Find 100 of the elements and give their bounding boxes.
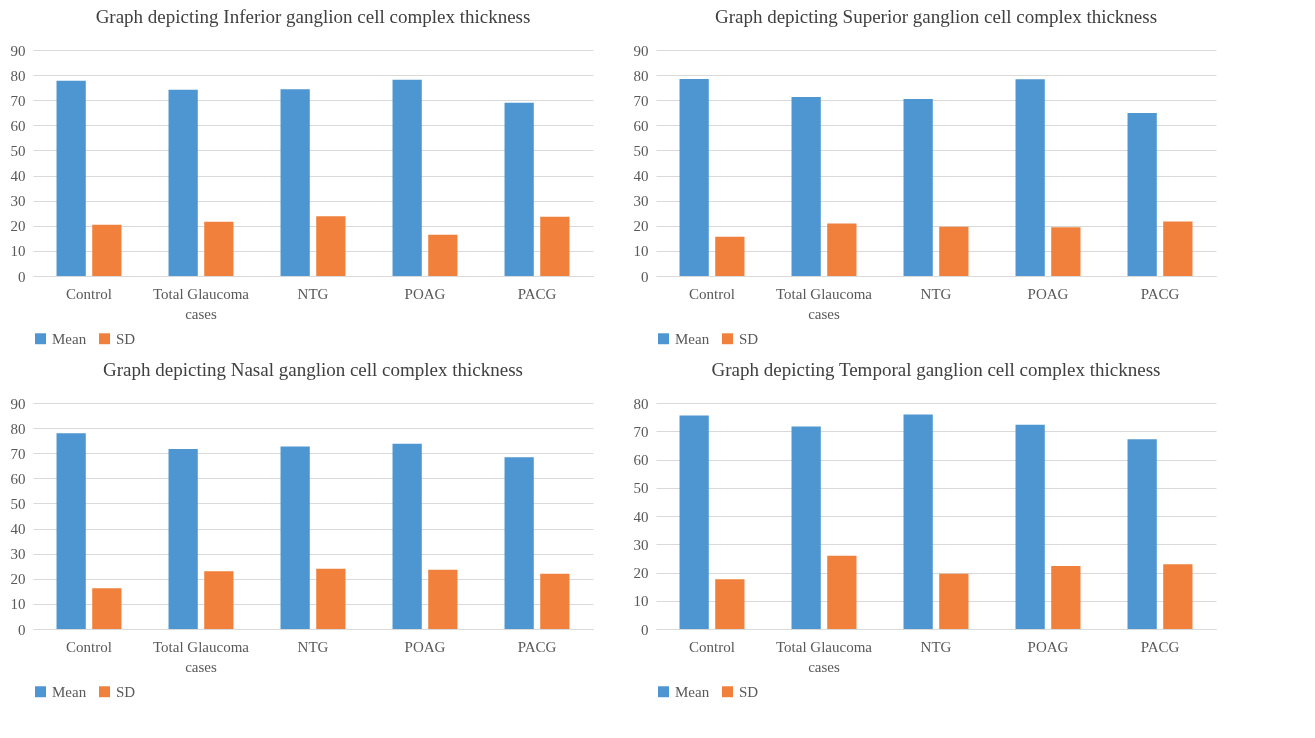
y-tick-label: 70 — [633, 92, 649, 109]
y-tick-label: 30 — [633, 536, 649, 553]
bar — [715, 579, 745, 629]
bar — [504, 457, 534, 629]
y-tick-label: 50 — [633, 142, 649, 159]
x-tick-label: Total Glaucoma cases — [776, 285, 873, 322]
y-tick-label: 10 — [633, 243, 649, 260]
y-tick-label: 0 — [18, 621, 26, 638]
x-tick-label: NTG — [920, 285, 952, 302]
bar — [168, 448, 198, 629]
x-tick-label: PACG — [1140, 285, 1180, 302]
x-tick-label: Control — [66, 638, 112, 655]
y-tick-label: 80 — [10, 67, 26, 84]
y-tick-label: 20 — [633, 565, 649, 581]
legend-label: Mean — [52, 330, 87, 347]
y-tick-label: 20 — [10, 218, 26, 235]
y-tick-label: 90 — [633, 42, 649, 59]
bar — [791, 426, 821, 629]
x-tick-label: PACG — [1140, 638, 1180, 655]
bar — [1127, 439, 1157, 629]
bar — [679, 415, 709, 629]
chart-title: Graph depicting Inferior ganglion cell complex thickness — [95, 6, 531, 27]
bar — [1127, 113, 1157, 276]
bar — [939, 573, 969, 629]
y-tick-label: 50 — [10, 142, 26, 159]
x-tick-label: Total Glaucoma cases — [153, 638, 250, 675]
y-tick-label: 30 — [10, 193, 26, 210]
bar — [168, 89, 198, 276]
y-tick-label: 80 — [633, 67, 649, 84]
x-tick-label: POAG — [1027, 285, 1069, 302]
bar — [280, 446, 310, 629]
chart-title: Graph depicting Temporal ganglion cell complex thickness — [711, 359, 1161, 380]
y-tick-label: 10 — [633, 593, 649, 610]
y-tick-label: 70 — [10, 445, 26, 462]
x-tick-label: Control — [66, 285, 112, 302]
y-tick-label: 70 — [633, 423, 649, 440]
bar — [540, 573, 570, 629]
y-tick-label: 20 — [10, 571, 26, 588]
bar — [827, 555, 857, 629]
y-tick-label: 10 — [10, 243, 26, 260]
bar — [92, 224, 122, 276]
bar — [56, 80, 86, 276]
y-tick-label: 10 — [10, 596, 26, 613]
bar — [1015, 424, 1045, 629]
y-tick-label: 60 — [10, 117, 26, 134]
bar — [504, 102, 534, 276]
chart-title: Graph depicting Superior ganglion cell complex thickness — [714, 6, 1158, 27]
legend-label: Mean — [52, 683, 87, 700]
y-tick-label: 30 — [633, 193, 649, 210]
y-tick-label: 40 — [10, 521, 26, 538]
bar — [1051, 227, 1081, 276]
x-tick-label: POAG — [1027, 638, 1069, 655]
legend-label: SD — [739, 683, 759, 700]
legend-label: Mean — [675, 330, 710, 347]
bar — [1051, 566, 1081, 629]
legend-label: SD — [116, 330, 136, 347]
y-tick-label: 40 — [633, 508, 649, 525]
x-tick-label: NTG — [920, 638, 952, 655]
bar — [1163, 221, 1193, 276]
x-tick-label: PACG — [517, 638, 557, 655]
x-tick-label: PACG — [517, 285, 557, 302]
y-tick-label: 0 — [18, 268, 26, 285]
bar — [540, 216, 570, 276]
bar — [939, 226, 969, 276]
y-tick-label: 60 — [633, 452, 649, 468]
bar — [92, 588, 122, 629]
bar — [1015, 79, 1045, 276]
y-tick-label: 80 — [633, 395, 649, 412]
y-tick-label: 90 — [10, 42, 26, 59]
bar — [428, 569, 458, 629]
legend-label: SD — [116, 683, 136, 700]
x-tick-label: POAG — [404, 638, 446, 655]
y-tick-label: 80 — [10, 420, 26, 437]
y-tick-label: 40 — [10, 168, 26, 185]
bar — [791, 96, 821, 276]
y-tick-label: 70 — [10, 92, 26, 109]
y-tick-label: 20 — [633, 218, 649, 235]
bar — [204, 221, 234, 276]
x-tick-label: POAG — [404, 285, 446, 302]
bar — [903, 98, 933, 276]
legend-label: Mean — [675, 683, 710, 700]
x-tick-label: NTG — [297, 638, 329, 655]
x-tick-label: Total Glaucoma cases — [776, 638, 873, 675]
y-tick-label: 50 — [10, 495, 26, 512]
bar — [392, 79, 422, 276]
y-tick-label: 30 — [10, 546, 26, 563]
y-tick-label: 60 — [10, 470, 26, 487]
y-tick-label: 40 — [633, 168, 649, 185]
bar — [679, 78, 709, 276]
chart-title: Graph depicting Nasal ganglion cell complex thickness — [103, 359, 523, 380]
bar — [1163, 564, 1193, 629]
y-tick-label: 60 — [633, 117, 649, 134]
x-tick-label: Control — [689, 638, 735, 655]
bar — [903, 414, 933, 629]
x-tick-label: Total Glaucoma cases — [153, 285, 250, 322]
bar — [715, 236, 745, 276]
x-tick-label: NTG — [297, 285, 329, 302]
bar — [316, 216, 346, 276]
bar — [316, 568, 346, 629]
bar — [280, 89, 310, 276]
